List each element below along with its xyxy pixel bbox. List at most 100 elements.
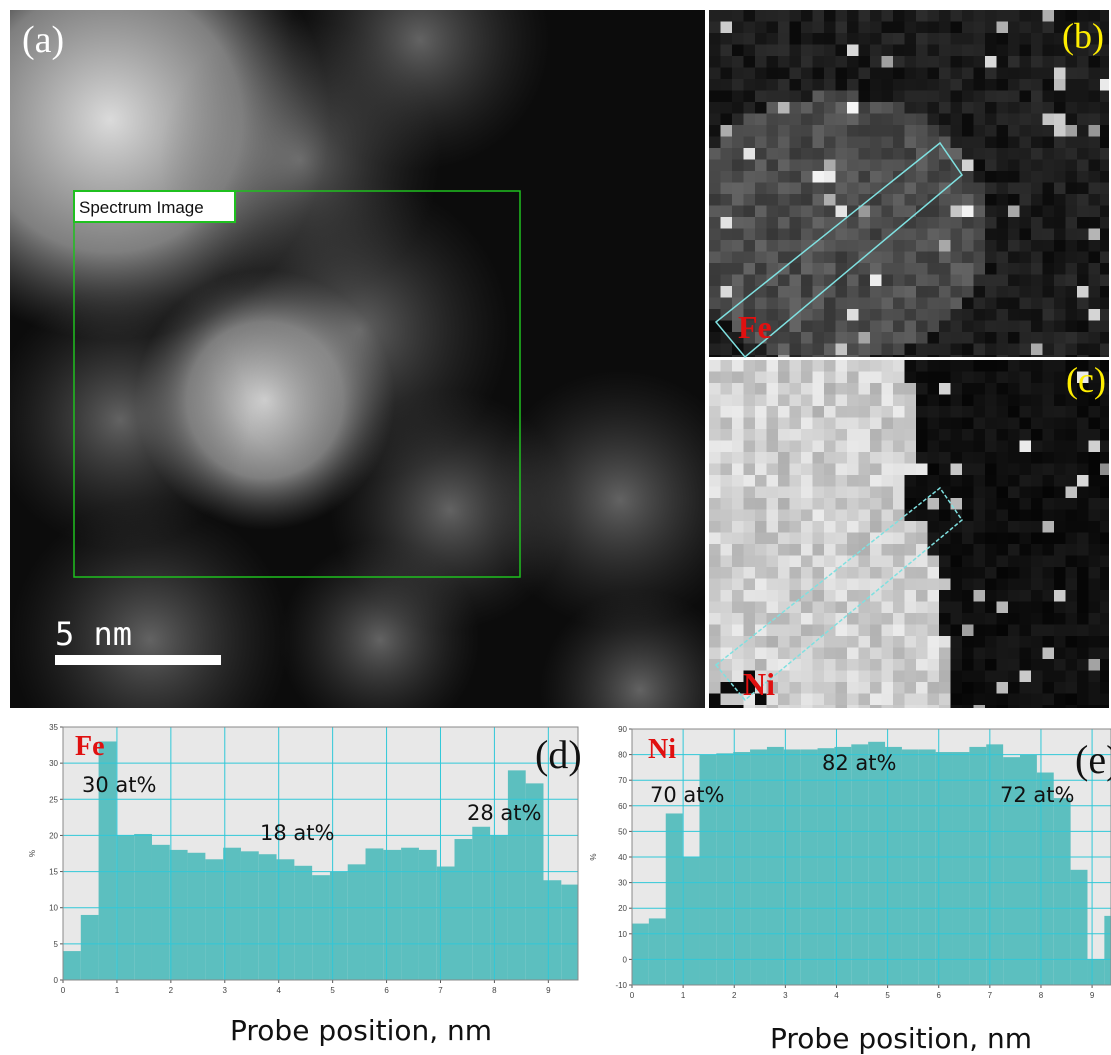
pixel: [801, 544, 813, 556]
pixel: [755, 332, 767, 344]
pixel: [778, 509, 790, 521]
pixel: [743, 44, 755, 56]
pixel: [1088, 463, 1100, 475]
pixel: [835, 67, 847, 79]
pixel: [732, 102, 744, 114]
pixel: [835, 394, 847, 406]
pixel: [904, 452, 916, 464]
pixel: [870, 475, 882, 487]
pixel: [939, 486, 951, 498]
pixel: [732, 394, 744, 406]
pixel: [916, 263, 928, 275]
pixel: [766, 10, 778, 22]
pixel: [1008, 67, 1020, 79]
pixel: [812, 182, 824, 194]
pixel: [985, 343, 997, 355]
pixel: [881, 33, 893, 45]
pixel: [996, 90, 1008, 102]
pixel: [916, 371, 928, 383]
pixel: [881, 532, 893, 544]
pixel: [985, 182, 997, 194]
pixel: [1008, 463, 1020, 475]
x-tick-label: 4: [276, 986, 281, 995]
pixel: [1031, 332, 1043, 344]
pixel: [870, 10, 882, 22]
pixel: [1019, 705, 1031, 708]
pixel: [939, 125, 951, 137]
pixel: [789, 544, 801, 556]
pixel: [973, 659, 985, 671]
pixel: [801, 10, 813, 22]
bar: [682, 857, 700, 985]
pixel: [881, 636, 893, 648]
pixel: [858, 440, 870, 452]
pixel: [1077, 79, 1089, 91]
pixel: [893, 33, 905, 45]
pixel: [709, 601, 721, 613]
pixel: [985, 440, 997, 452]
pixel: [1008, 56, 1020, 68]
pixel: [904, 355, 916, 357]
pixel: [1088, 636, 1100, 648]
pixel: [847, 440, 859, 452]
pixel: [985, 228, 997, 240]
pixel: [1042, 205, 1054, 217]
pixel: [835, 320, 847, 332]
pixel: [778, 647, 790, 659]
pixel: [950, 601, 962, 613]
pixel: [1008, 567, 1020, 579]
pixel: [881, 475, 893, 487]
pixel: [847, 102, 859, 114]
pixel: [996, 10, 1008, 22]
pixel: [801, 670, 813, 682]
pixel: [973, 228, 985, 240]
bar: [187, 852, 206, 980]
pixel: [962, 320, 974, 332]
pixel: [778, 463, 790, 475]
pixel: [939, 148, 951, 160]
pixel: [709, 251, 721, 263]
pixel: [870, 309, 882, 321]
pixel: [743, 532, 755, 544]
pixel: [1031, 406, 1043, 418]
pixel: [824, 113, 836, 125]
pixel: [985, 67, 997, 79]
pixel: [801, 21, 813, 33]
pixel: [858, 601, 870, 613]
pixel: [732, 463, 744, 475]
pixel: [893, 240, 905, 252]
pixel: [720, 578, 732, 590]
pixel: [812, 452, 824, 464]
bar: [716, 753, 734, 985]
pixel: [1008, 159, 1020, 171]
pixel: [904, 670, 916, 682]
pixel: [1008, 274, 1020, 286]
pixel: [755, 286, 767, 298]
pixel: [720, 67, 732, 79]
pixel: [778, 613, 790, 625]
pixel: [766, 555, 778, 567]
pixel: [1054, 194, 1066, 206]
pixel: [916, 228, 928, 240]
pixel: [1054, 125, 1066, 137]
pixel: [973, 578, 985, 590]
pixel: [893, 452, 905, 464]
pixel: [950, 33, 962, 45]
pixel: [927, 355, 939, 357]
pixel: [1100, 286, 1109, 298]
pixel: [904, 125, 916, 137]
pixel: [847, 56, 859, 68]
pixel: [1019, 205, 1031, 217]
pixel: [939, 194, 951, 206]
pixel: [812, 498, 824, 510]
pixel: [927, 486, 939, 498]
pixel: [927, 578, 939, 590]
pixel: [973, 394, 985, 406]
pixel: [801, 440, 813, 452]
pixel: [778, 297, 790, 309]
pixel: [939, 309, 951, 321]
pixel: [916, 624, 928, 636]
pixel: [996, 343, 1008, 355]
pixel: [766, 125, 778, 137]
